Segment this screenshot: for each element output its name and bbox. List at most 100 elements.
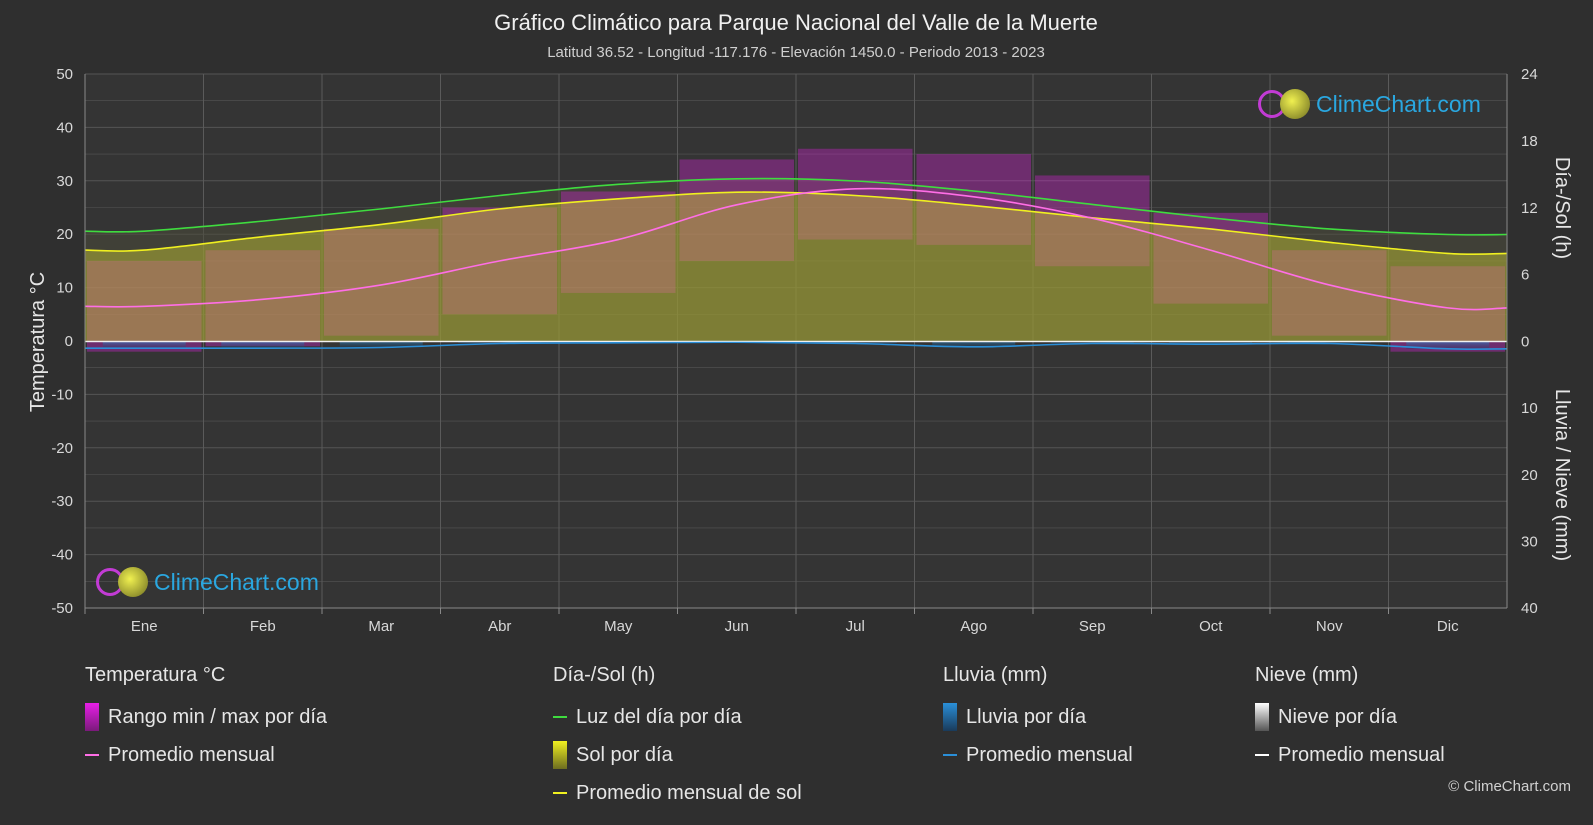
copyright: © ClimeChart.com bbox=[1448, 778, 1571, 795]
temp-range-bar bbox=[916, 154, 1031, 245]
logo-icon bbox=[1258, 88, 1312, 120]
data-areas bbox=[85, 148, 1507, 352]
logo-top-right[interactable]: ClimeChart.com bbox=[1258, 88, 1481, 120]
legend-rain-header: Lluvia (mm) bbox=[943, 664, 1048, 686]
x-tick-label: Ago bbox=[960, 618, 987, 635]
sun-avg-line bbox=[84, 191, 1508, 256]
y-left-tick-label: 10 bbox=[56, 280, 73, 297]
daylight-area bbox=[85, 178, 1507, 342]
legend-snow-header: Nieve (mm) bbox=[1255, 664, 1359, 686]
temp-range-swatch bbox=[85, 703, 99, 731]
legend-label: Luz del día por día bbox=[576, 705, 742, 728]
legend-label: Promedio mensual bbox=[1278, 743, 1445, 766]
legend-label: Lluvia por día bbox=[966, 705, 1087, 728]
y-left-tick-label: 40 bbox=[56, 119, 73, 136]
logo-icon bbox=[96, 566, 150, 598]
x-tick-label: Sep bbox=[1079, 618, 1106, 635]
legend-snow: Nieve (mm) Nieve por día Promedio mensua… bbox=[1255, 664, 1445, 774]
temp-range-bar bbox=[324, 228, 439, 336]
y-left-tick-label: 20 bbox=[56, 226, 73, 243]
rain-bar bbox=[458, 341, 542, 344]
rain-bar bbox=[1406, 341, 1490, 349]
y-right-precip-tick-label: 30 bbox=[1521, 533, 1538, 550]
daylight-swatch bbox=[553, 716, 567, 718]
data-lines bbox=[84, 177, 1508, 351]
y-right-bottom-axis-label: Lluvia / Nieve (mm) bbox=[1551, 389, 1573, 561]
x-tick-label: Mar bbox=[368, 618, 394, 635]
chart-subtitle: Latitud 36.52 - Longitud -117.176 - Elev… bbox=[547, 44, 1045, 61]
rain-swatch bbox=[943, 703, 957, 731]
temp-range-bar bbox=[679, 159, 794, 261]
daylight-line bbox=[84, 177, 1508, 236]
y-left-axis-label: Temperatura °C bbox=[27, 272, 49, 412]
x-tick-label: Nov bbox=[1316, 618, 1343, 635]
axes: 50 40 30 20 10 0 -10 -20 -30 -40 -50 24 18 12 6 0 10 20 30… bbox=[51, 66, 1537, 635]
legend-label: Promedio mensual bbox=[108, 743, 275, 766]
rain-bar bbox=[1050, 341, 1134, 344]
y-left-tick-label: -30 bbox=[51, 493, 73, 510]
y-right-hours-tick-label: 6 bbox=[1521, 267, 1529, 284]
x-tick-label: Abr bbox=[488, 618, 511, 635]
sun-area bbox=[85, 192, 1507, 342]
legend-item-temp-avg: Promedio mensual bbox=[85, 736, 327, 774]
legend-sun-header: Día-/Sol (h) bbox=[553, 664, 656, 686]
legend-temperature: Temperatura °C Rango min / max por día P… bbox=[85, 664, 327, 774]
rain-bar bbox=[932, 341, 1016, 347]
y-right-precip-tick-label: 40 bbox=[1521, 600, 1538, 617]
sun-avg-swatch bbox=[553, 792, 567, 794]
x-tick-label: Jun bbox=[725, 618, 749, 635]
y-right-hours-tick-label: 18 bbox=[1521, 133, 1538, 150]
legend-item-snow-avg: Promedio mensual bbox=[1255, 736, 1445, 774]
logo-text: ClimeChart.com bbox=[1316, 90, 1481, 117]
rain-bar bbox=[221, 341, 305, 349]
sun-swatch bbox=[553, 741, 567, 769]
legend-label: Promedio mensual de sol bbox=[576, 781, 802, 804]
rain-bar bbox=[1169, 341, 1253, 345]
y-left-tick-label: 30 bbox=[56, 173, 73, 190]
snow-swatch bbox=[1255, 703, 1269, 731]
y-right-precip-tick-label: 20 bbox=[1521, 467, 1538, 484]
x-tick-label: Dic bbox=[1437, 618, 1459, 635]
legend-item-sun-avg: Promedio mensual de sol bbox=[553, 774, 802, 812]
legend-item-daylight: Luz del día por día bbox=[553, 698, 802, 736]
rain-bar bbox=[339, 341, 423, 348]
legend-item-temp-range: Rango min / max por día bbox=[85, 698, 327, 736]
rain-avg-line bbox=[85, 341, 1508, 351]
legend-label: Rango min / max por día bbox=[108, 705, 327, 728]
temp-avg-line bbox=[84, 187, 1508, 311]
logo-bottom-left[interactable]: ClimeChart.com bbox=[96, 566, 319, 598]
x-tick-label: Jul bbox=[846, 618, 865, 635]
climate-chart: Gráfico Climático para Parque Nacional d… bbox=[27, 10, 1573, 635]
chart-title: Gráfico Climático para Parque Nacional d… bbox=[494, 10, 1098, 35]
x-tick-label: Feb bbox=[250, 618, 276, 635]
logo-text: ClimeChart.com bbox=[154, 568, 319, 595]
x-tick-label: May bbox=[604, 618, 633, 635]
legend-item-rain: Lluvia por día bbox=[943, 698, 1133, 736]
rain-bar bbox=[102, 341, 186, 349]
legend-label: Nieve por día bbox=[1278, 705, 1397, 728]
y-left-tick-label: -40 bbox=[51, 547, 73, 564]
rain-avg-swatch bbox=[943, 754, 957, 756]
y-left-tick-label: -50 bbox=[51, 600, 73, 617]
legend-label: Sol por día bbox=[576, 743, 673, 766]
legend-item-snow: Nieve por día bbox=[1255, 698, 1445, 736]
y-right-hours-tick-label: 12 bbox=[1521, 200, 1538, 217]
snow-avg-swatch bbox=[1255, 754, 1269, 756]
x-tick-label: Ene bbox=[131, 618, 158, 635]
legend-item-sun: Sol por día bbox=[553, 736, 802, 774]
rain-bar bbox=[1287, 341, 1371, 344]
x-tick-label: Oct bbox=[1199, 618, 1223, 635]
temp-range-bar bbox=[1153, 212, 1268, 304]
temp-range-bar bbox=[205, 250, 320, 347]
y-right-top-axis-label: Día-/Sol (h) bbox=[1551, 157, 1573, 259]
legend-item-rain-avg: Promedio mensual bbox=[943, 736, 1133, 774]
legend-temperature-header: Temperatura °C bbox=[85, 664, 226, 686]
rain-bar bbox=[813, 341, 897, 344]
y-right-hours-tick-label: 24 bbox=[1521, 66, 1538, 83]
temp-avg-swatch bbox=[85, 754, 99, 756]
y-left-tick-label: -20 bbox=[51, 440, 73, 457]
y-right-precip-tick-label: 10 bbox=[1521, 400, 1538, 417]
y-left-tick-label: -10 bbox=[51, 386, 73, 403]
y-right-hours-tick-label: 0 bbox=[1521, 334, 1529, 351]
temp-range-bar bbox=[561, 191, 676, 293]
